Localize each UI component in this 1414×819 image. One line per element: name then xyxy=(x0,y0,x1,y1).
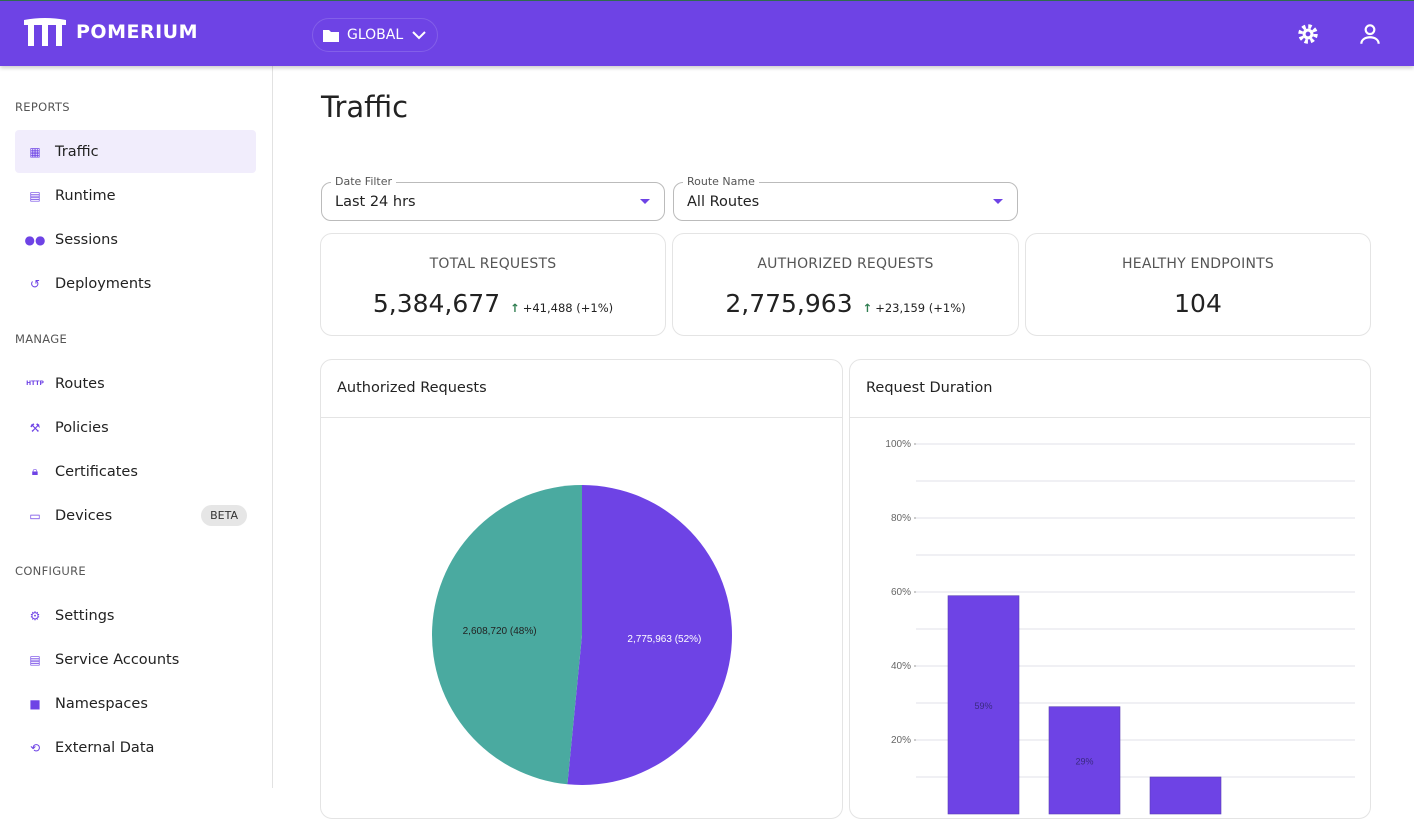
stat-value: 5,384,677 xyxy=(372,289,501,318)
sidebar-item-traffic[interactable]: ▦ Traffic xyxy=(15,130,256,173)
date-filter-value: Last 24 hrs xyxy=(335,193,416,210)
sidebar-item-sessions[interactable]: ●● Sessions xyxy=(15,218,256,261)
y-tick xyxy=(914,665,916,667)
sidebar-item-namespaces[interactable]: ■ Namespaces xyxy=(15,682,256,725)
namespace-label: GLOBAL xyxy=(347,27,404,43)
stat-value: 104 xyxy=(1174,289,1222,318)
sidebar: REPORTS ▦ Traffic ▤ Runtime ●● Sessions ↺ De… xyxy=(0,66,273,788)
lock-icon: 🔒︎ xyxy=(31,464,39,478)
arrow-up-icon: ↑ xyxy=(510,301,520,315)
y-tick xyxy=(914,443,916,445)
page-title: Traffic xyxy=(321,90,409,124)
user-account-icon[interactable] xyxy=(1357,21,1383,47)
pomerium-columns-icon xyxy=(24,18,66,46)
stat-label: AUTHORIZED REQUESTS xyxy=(757,256,934,272)
namespace-selector[interactable]: GLOBAL xyxy=(312,18,439,52)
sidebar-item-label: Runtime xyxy=(55,187,116,204)
beta-badge: BETA xyxy=(201,505,247,526)
history-icon: ↺ xyxy=(29,276,41,291)
authorized-requests-panel: Authorized Requests 2,775,963 (52%) 2,608… xyxy=(320,359,843,819)
arrow-up-icon: ↑ xyxy=(862,301,873,315)
sidebar-item-external-data[interactable]: ⟲ External Data xyxy=(15,726,256,769)
pie-slice[interactable] xyxy=(432,485,582,785)
panel-title: Authorized Requests xyxy=(337,380,487,396)
sidebar-item-label: Routes xyxy=(55,375,105,392)
pie-slice-label: 2,608,720 (48%) xyxy=(463,626,537,637)
folder-icon: ■ xyxy=(29,696,41,711)
server-icon: ▤ xyxy=(29,652,41,667)
request-duration-panel: Request Duration 100% 80% 60% 40% 20% 59% 29% xyxy=(849,359,1371,819)
sidebar-item-label: Certificates xyxy=(55,463,138,480)
route-name-label: Route Name xyxy=(683,175,759,188)
bar-label: 59% xyxy=(974,701,992,711)
server-icon: ▤ xyxy=(29,188,41,203)
dropdown-arrow-icon xyxy=(640,199,650,204)
y-tick xyxy=(914,591,916,593)
stat-value: 2,775,963 xyxy=(725,289,853,318)
stat-label: HEALTHY ENDPOINTS xyxy=(1122,256,1274,272)
stat-label: TOTAL REQUESTS xyxy=(429,256,557,272)
y-tick-label: 80% xyxy=(891,513,911,524)
sync-icon: ⟲ xyxy=(29,740,41,755)
chevron-down-icon xyxy=(412,31,426,40)
panel-title: Request Duration xyxy=(866,380,993,396)
sidebar-item-label: Devices xyxy=(55,507,113,524)
sidebar-item-runtime[interactable]: ▤ Runtime xyxy=(15,174,256,217)
bar[interactable] xyxy=(947,595,1020,815)
sidebar-item-settings[interactable]: ⚙ Settings xyxy=(15,594,256,637)
sidebar-item-label: Traffic xyxy=(55,143,99,160)
y-tick-label: 60% xyxy=(891,587,911,598)
pie-slice-label: 2,775,963 (52%) xyxy=(627,634,701,645)
gear-icon[interactable] xyxy=(1295,21,1321,47)
route-name-select[interactable]: Route Name All Routes xyxy=(673,175,1018,221)
bar[interactable] xyxy=(1149,776,1222,815)
sidebar-item-label: Deployments xyxy=(55,275,152,292)
sidebar-item-devices[interactable]: ▭ Devices BETA xyxy=(15,494,256,537)
sidebar-item-label: Namespaces xyxy=(55,695,148,712)
sidebar-item-label: External Data xyxy=(55,739,155,756)
bar-chart-icon: ▦ xyxy=(29,144,41,159)
http-icon: HTTP xyxy=(26,380,44,387)
y-tick-label: 100% xyxy=(885,439,911,450)
section-reports: REPORTS xyxy=(15,100,70,114)
section-manage: MANAGE xyxy=(15,332,68,346)
bar-label: 29% xyxy=(1075,756,1093,766)
y-tick-label: 40% xyxy=(891,661,911,672)
folder-icon xyxy=(323,29,339,42)
y-tick xyxy=(914,517,916,519)
y-tick xyxy=(914,739,916,741)
devices-icon: ▭ xyxy=(29,508,41,523)
sidebar-item-label: Policies xyxy=(55,419,109,436)
sidebar-item-service-accounts[interactable]: ▤ Service Accounts xyxy=(15,638,256,681)
pie-slice[interactable] xyxy=(567,485,733,785)
authorized-requests-card: AUTHORIZED REQUESTS 2,775,963 ↑ +23,159 (+… xyxy=(672,233,1019,336)
y-tick-label: 20% xyxy=(891,735,911,746)
section-configure: CONFIGURE xyxy=(15,564,86,578)
request-duration-bar-chart: 100% 80% 60% 40% 20% 59% 29% xyxy=(885,439,1355,815)
gavel-icon: ⚒ xyxy=(29,420,41,435)
sidebar-item-label: Settings xyxy=(55,607,115,624)
sidebar-item-policies[interactable]: ⚒ Policies xyxy=(15,406,256,449)
gear-icon: ⚙ xyxy=(29,608,41,623)
date-filter-label: Date Filter xyxy=(331,175,397,188)
date-filter-select[interactable]: Date Filter Last 24 hrs xyxy=(321,175,665,221)
top-bar: POMERIUM GLOBAL xyxy=(0,0,1414,66)
pomerium-logo[interactable]: POMERIUM xyxy=(22,17,198,47)
sidebar-item-label: Sessions xyxy=(55,231,118,248)
stat-delta: +41,488 (+1%) xyxy=(522,301,614,315)
sidebar-item-label: Service Accounts xyxy=(55,651,180,668)
stat-delta: +23,159 (+1%) xyxy=(875,301,966,315)
sidebar-item-deployments[interactable]: ↺ Deployments xyxy=(15,262,256,305)
sidebar-item-routes[interactable]: HTTP Routes xyxy=(15,362,256,405)
people-icon: ●● xyxy=(24,232,46,247)
route-name-value: All Routes xyxy=(687,193,760,210)
brand-name: POMERIUM xyxy=(76,21,198,43)
authorized-requests-pie-chart: 2,775,963 (52%) 2,608,720 (48%) xyxy=(432,485,733,785)
healthy-endpoints-card: HEALTHY ENDPOINTS 104 xyxy=(1025,233,1371,336)
sidebar-item-certificates[interactable]: 🔒︎ Certificates xyxy=(15,450,256,493)
total-requests-card: TOTAL REQUESTS 5,384,677 ↑ +41,488 (+1%) xyxy=(320,233,666,336)
dropdown-arrow-icon xyxy=(993,199,1003,204)
